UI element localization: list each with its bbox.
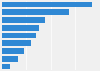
Bar <box>2 9 69 15</box>
Bar <box>2 33 36 38</box>
Bar <box>2 56 18 62</box>
Bar <box>2 48 24 54</box>
Bar <box>2 25 39 31</box>
Bar <box>2 64 10 69</box>
Bar <box>2 17 45 23</box>
Bar <box>2 40 31 46</box>
Bar <box>2 2 92 7</box>
